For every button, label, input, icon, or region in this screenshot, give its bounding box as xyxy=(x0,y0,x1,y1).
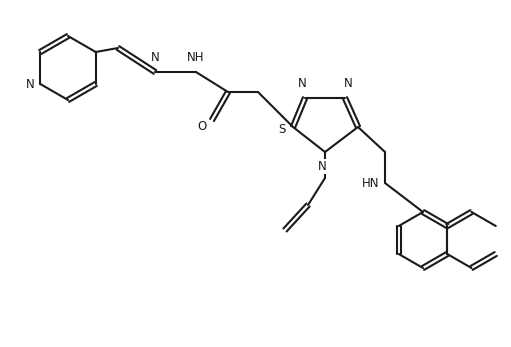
Text: O: O xyxy=(198,119,207,133)
Text: N: N xyxy=(26,77,34,91)
Text: NH: NH xyxy=(187,51,205,64)
Text: N: N xyxy=(343,77,353,90)
Text: S: S xyxy=(278,123,286,136)
Text: N: N xyxy=(151,51,159,64)
Text: N: N xyxy=(297,77,307,90)
Text: HN: HN xyxy=(361,177,379,189)
Text: N: N xyxy=(318,160,327,173)
